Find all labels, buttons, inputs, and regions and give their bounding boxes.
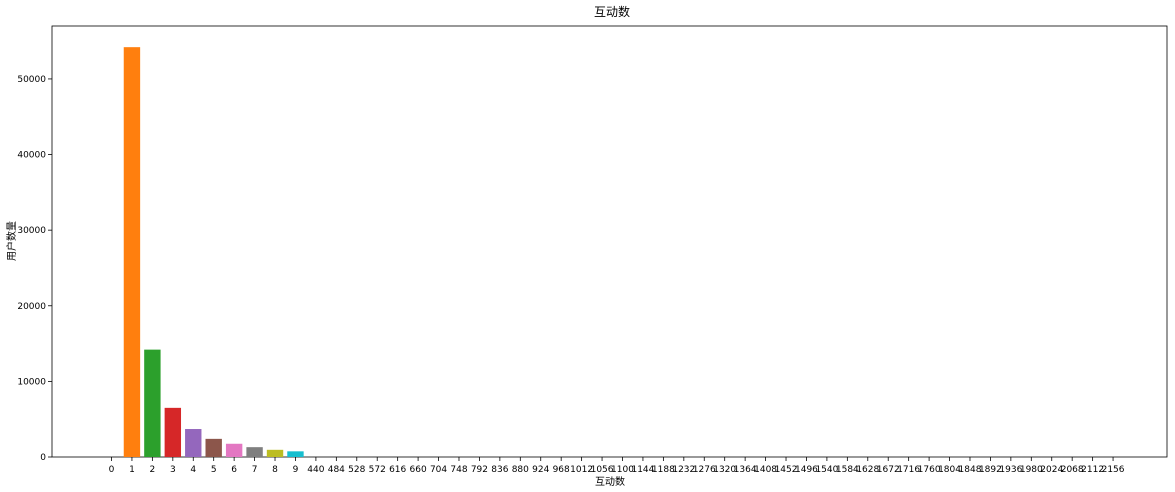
x-tick-label: 968 [553,465,570,475]
x-tick-label: 748 [450,465,467,475]
x-tick-label: 1100 [611,465,634,475]
x-tick-label: 1672 [877,465,900,475]
x-tick-label: 1452 [775,465,798,475]
x-tick-label: 572 [369,465,386,475]
x-tick-label: 1276 [693,465,716,475]
y-tick-label: 10000 [17,377,46,387]
x-tick-label: 1716 [897,465,920,475]
x-tick-label: 1 [129,465,135,475]
x-tick-label: 5 [211,465,217,475]
y-tick-label: 0 [40,453,46,463]
x-tick-label: 8 [272,465,278,475]
x-tick-label: 660 [410,465,427,475]
x-tick-label: 2024 [1040,465,1063,475]
x-tick-label: 792 [471,465,488,475]
bar-4 [185,429,202,457]
x-axis-label: 互动数 [595,475,625,488]
x-axis: 0 1 2 3 4 5 6 7 8 9 440 484 528 572 616 660 704 748 792 836… [109,457,1125,475]
x-tick-label: 1584 [836,465,859,475]
bar-9 [287,451,304,457]
bar-8 [266,449,284,457]
x-tick-label: 1628 [856,465,879,475]
y-tick-label: 40000 [17,151,46,161]
bar-7 [246,447,263,457]
y-axis-label: 用户数量 [5,221,18,261]
y-tick-label: 50000 [17,75,46,85]
x-tick-label: 1408 [754,465,777,475]
x-tick-label: 1936 [999,465,1022,475]
x-tick-label: 1892 [979,465,1002,475]
chart-title: 互动数 [594,4,630,19]
bar-6 [225,443,243,457]
x-tick-label: 1012 [570,465,593,475]
x-tick-label: 836 [491,465,508,475]
x-tick-label: 704 [430,465,447,475]
y-axis: 0 10000 20000 30000 40000 50000 [17,75,52,463]
bars-group [123,47,304,457]
x-tick-label: 1232 [672,465,695,475]
x-tick-label: 924 [532,465,549,475]
x-tick-label: 2112 [1081,465,1104,475]
x-tick-label: 1848 [959,465,982,475]
x-tick-label: 2068 [1061,465,1084,475]
x-tick-label: 1188 [652,465,675,475]
x-tick-label: 1496 [795,465,818,475]
x-tick-label: 1056 [591,465,614,475]
x-tick-label: 484 [328,465,345,475]
y-tick-label: 30000 [17,226,46,236]
x-tick-label: 1980 [1020,465,1043,475]
x-tick-label: 528 [348,465,365,475]
plot-area-frame [51,25,1168,458]
x-tick-label: 1540 [815,465,838,475]
x-tick-label: 440 [307,465,324,475]
x-tick-label: 616 [389,465,406,475]
x-tick-label: 3 [170,465,176,475]
x-tick-label: 1804 [938,465,961,475]
x-tick-label: 1144 [631,465,654,475]
y-tick-label: 20000 [17,302,46,312]
x-tick-label: 0 [109,465,115,475]
x-tick-label: 7 [252,465,258,475]
x-tick-label: 880 [512,465,529,475]
bar-2 [144,349,161,457]
x-tick-label: 2156 [1102,465,1125,475]
bar-1 [123,47,141,457]
x-tick-label: 1364 [734,465,757,475]
x-tick-label: 1320 [713,465,736,475]
x-tick-label: 1760 [918,465,941,475]
bar-5 [205,438,222,457]
bar-3 [164,407,182,457]
x-tick-label: 9 [293,465,299,475]
x-tick-label: 4 [190,465,196,475]
x-tick-label: 2 [150,465,156,475]
x-tick-label: 6 [231,465,237,475]
